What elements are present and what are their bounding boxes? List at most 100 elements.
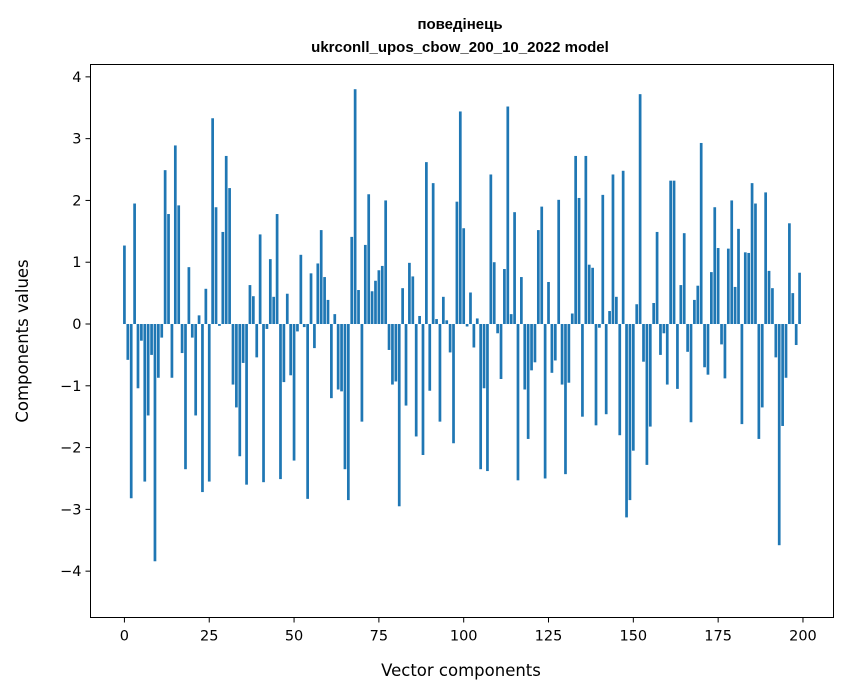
bar-194	[781, 324, 784, 426]
bar-18	[184, 324, 187, 470]
bar-122	[536, 230, 540, 325]
bar-69	[357, 290, 360, 325]
bar-98	[455, 201, 459, 325]
bar-95	[445, 320, 449, 325]
bar-4	[136, 324, 140, 389]
bar-61	[330, 324, 333, 399]
bar-29	[221, 231, 225, 325]
bar-12	[163, 170, 167, 325]
x-axis-label: Vector components	[381, 661, 541, 680]
bar-24	[204, 288, 208, 325]
bar-183	[743, 252, 747, 325]
bar-131	[567, 324, 571, 383]
x-axis: 0 25 50 75 100 125 150 175 200	[120, 617, 817, 645]
bar-154	[645, 324, 649, 465]
bar-121	[533, 324, 537, 363]
bar-147	[621, 170, 625, 325]
bar-123	[540, 206, 544, 325]
bar-126	[550, 324, 554, 373]
bar-41	[262, 324, 265, 483]
bar-53	[302, 324, 306, 328]
bar-144	[611, 174, 615, 325]
bar-116	[516, 324, 520, 481]
bar-108	[489, 174, 493, 325]
bar-149	[628, 324, 632, 501]
x-tick-label: 75	[370, 629, 388, 645]
bar-91	[431, 183, 435, 325]
x-tick-label: 200	[789, 629, 817, 645]
bar-58	[319, 230, 323, 325]
bar-136	[584, 155, 588, 325]
bar-64	[340, 324, 343, 392]
bar-175	[716, 248, 720, 325]
bar-155	[648, 324, 652, 427]
bar-156	[652, 303, 656, 325]
bar-54	[306, 324, 309, 499]
bar-142	[604, 324, 608, 415]
bar-196	[788, 223, 791, 325]
bar-160	[665, 324, 669, 385]
bar-178	[726, 248, 730, 325]
bar-39	[255, 324, 259, 358]
bar-170	[699, 142, 703, 325]
bar-167	[689, 324, 693, 423]
bar-129	[560, 324, 564, 385]
x-tick-label: 100	[450, 629, 478, 645]
bar-138	[591, 267, 594, 325]
bar-52	[299, 254, 303, 325]
bar-113	[506, 106, 510, 325]
bar-11	[160, 324, 164, 338]
bar-90	[428, 324, 432, 391]
y-axis-label: Components values	[13, 259, 32, 422]
bar-59	[323, 277, 326, 325]
bar-10	[156, 324, 160, 378]
bar-80	[394, 324, 398, 382]
x-tick-label: 25	[200, 629, 218, 645]
bar-13	[167, 214, 170, 325]
bar-171	[703, 324, 706, 368]
bar-75	[377, 270, 381, 325]
y-tick-label: −4	[60, 564, 81, 580]
bar-141	[601, 194, 605, 325]
chart-title-line2: ukrconll_upos_cbow_200_10_2022 model	[311, 39, 609, 56]
bar-15	[173, 145, 177, 325]
bar-71	[363, 244, 367, 325]
bar-87	[418, 315, 421, 325]
bar-7	[146, 324, 150, 416]
bar-166	[686, 324, 689, 352]
bar-33	[235, 324, 238, 408]
bar-133	[574, 155, 578, 325]
bar-100	[462, 228, 466, 325]
bar-179	[730, 200, 734, 325]
bar-63	[336, 324, 340, 390]
bar-81	[397, 324, 401, 507]
bar-163	[676, 324, 679, 389]
bar-120	[530, 324, 533, 371]
bar-199	[798, 272, 801, 325]
x-tick-label: 175	[704, 629, 732, 645]
bar-111	[499, 324, 503, 379]
chart-title-line1: поведінець	[417, 16, 502, 33]
y-tick-label: 4	[72, 70, 81, 86]
bar-36	[245, 324, 248, 485]
bar-191	[771, 288, 774, 325]
bar-77	[384, 200, 388, 325]
bar-38	[251, 296, 255, 325]
bar-172	[706, 324, 710, 375]
bar-89	[425, 162, 428, 325]
bar-57	[316, 263, 320, 325]
y-tick-label: 3	[72, 132, 81, 148]
bar-94	[441, 296, 445, 325]
bar-72	[367, 194, 371, 325]
y-tick-label: −2	[60, 441, 81, 457]
bar-188	[760, 324, 764, 408]
bar-165	[682, 233, 686, 325]
bar-34	[238, 324, 242, 457]
y-axis: 4 3 2 1 0 −1 −2 −3 −4	[60, 70, 91, 580]
bar-56	[313, 324, 316, 349]
bar-88	[421, 324, 425, 455]
x-tick-label: 50	[285, 629, 303, 645]
bar-78	[387, 324, 391, 350]
bar-84	[408, 262, 411, 325]
